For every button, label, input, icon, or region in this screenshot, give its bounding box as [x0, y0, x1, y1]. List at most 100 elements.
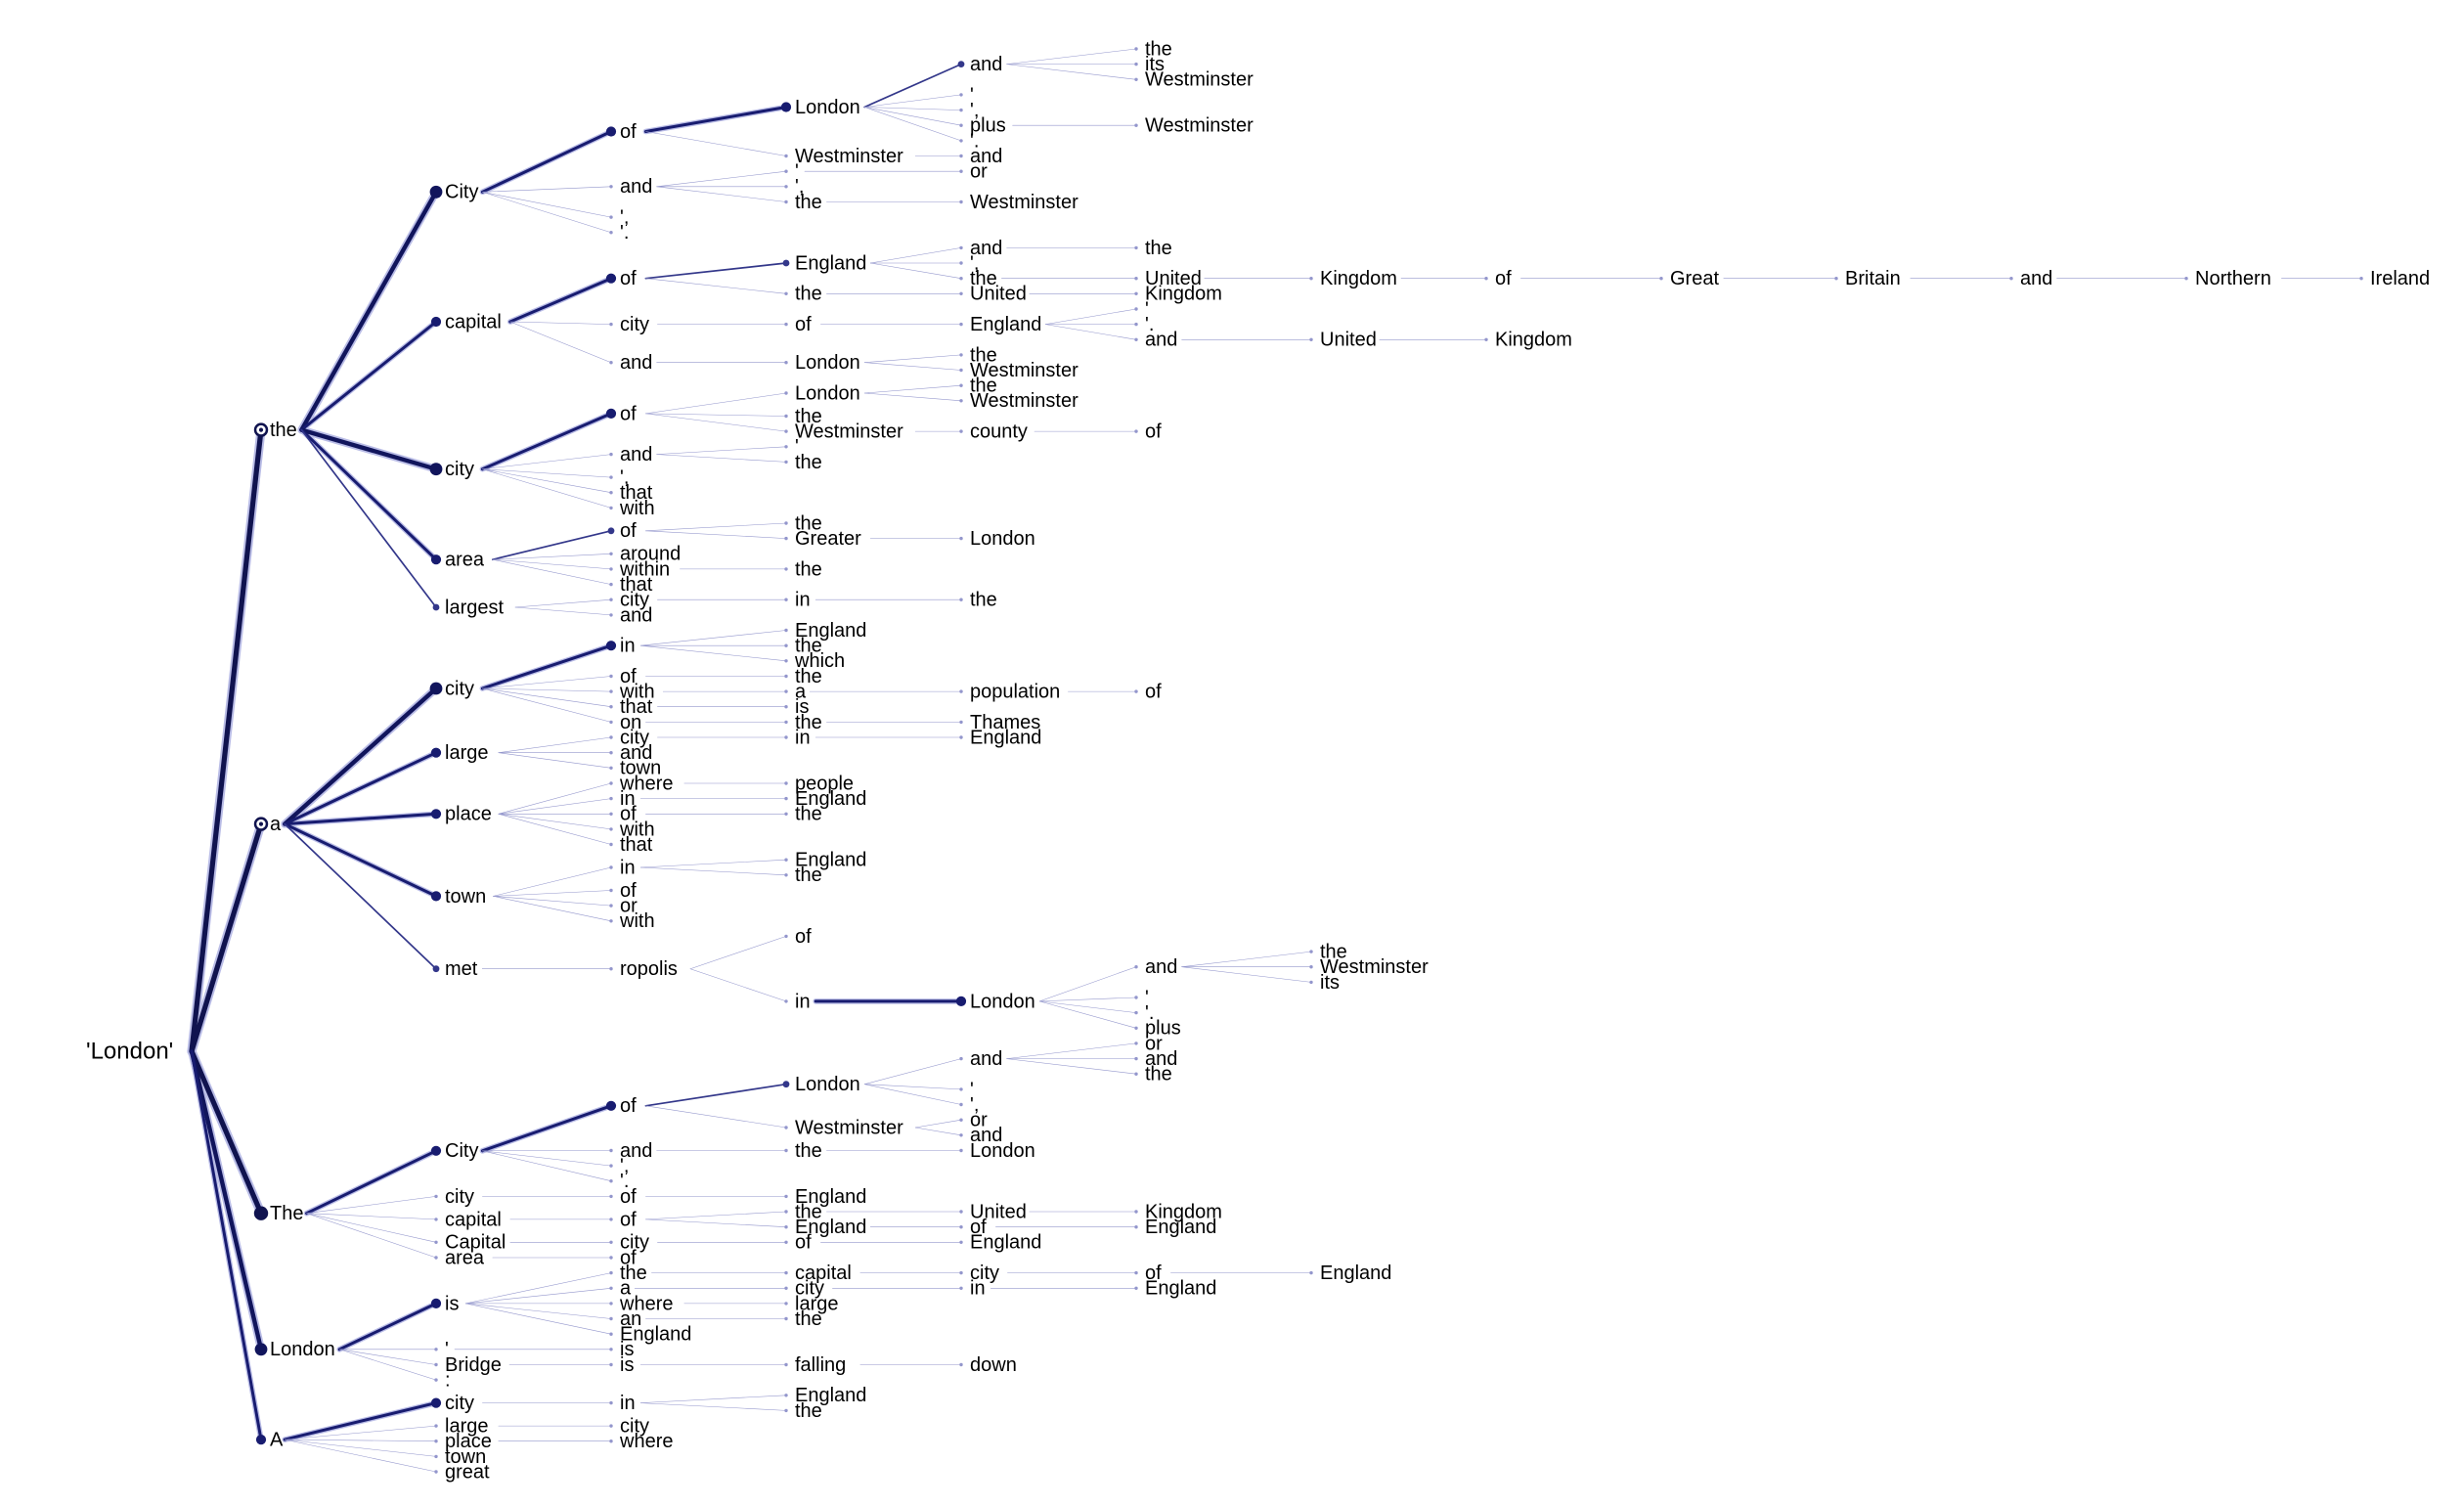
svg-text:capital: capital — [445, 311, 502, 332]
svg-text:the: the — [795, 864, 822, 886]
svg-text:and: and — [620, 352, 652, 374]
svg-text:the: the — [270, 420, 297, 441]
svg-text:of: of — [1495, 268, 1512, 289]
svg-text:great: great — [445, 1461, 490, 1483]
svg-text:in: in — [795, 727, 811, 748]
svg-text:and: and — [1145, 330, 1177, 351]
svg-text:of: of — [620, 121, 637, 143]
svg-text:Northern: Northern — [2195, 268, 2271, 289]
svg-text:Bridge: Bridge — [445, 1354, 502, 1376]
svg-text:falling: falling — [795, 1354, 846, 1376]
svg-text:England: England — [795, 252, 866, 274]
svg-text:ropolis: ropolis — [620, 958, 678, 980]
svg-text:of: of — [795, 926, 812, 948]
svg-text:and: and — [620, 176, 652, 198]
svg-text:largest: largest — [445, 597, 504, 618]
svg-text:of: of — [620, 1095, 637, 1117]
svg-text:England: England — [1145, 1217, 1216, 1238]
svg-text:England: England — [970, 1232, 1041, 1254]
svg-text:England: England — [970, 727, 1041, 748]
svg-text:City: City — [445, 1140, 478, 1162]
svg-text:Greater: Greater — [795, 528, 861, 550]
svg-text:of: of — [620, 1209, 637, 1230]
svg-text:its: its — [1320, 972, 1340, 994]
svg-text:Great: Great — [1670, 268, 1719, 289]
svg-text:the: the — [795, 804, 822, 825]
svg-text:and: and — [2020, 268, 2052, 289]
svg-text:city: city — [445, 459, 474, 480]
svg-text:in: in — [620, 1393, 636, 1414]
svg-text:the: the — [1145, 1064, 1172, 1085]
svg-text:United: United — [1320, 330, 1377, 351]
svg-text:that: that — [620, 834, 653, 856]
svg-text:Kingdom: Kingdom — [1320, 268, 1397, 289]
svg-text:with: with — [619, 910, 655, 932]
svg-text:area: area — [445, 1247, 485, 1268]
svg-text:and: and — [1145, 956, 1177, 978]
svg-text:London: London — [970, 528, 1035, 550]
svg-text:Westminster: Westminster — [970, 192, 1078, 213]
svg-text:is: is — [620, 1354, 634, 1376]
svg-text:the: the — [795, 452, 822, 473]
svg-text:town: town — [445, 886, 486, 908]
svg-text:the: the — [970, 590, 997, 611]
svg-text:and: and — [620, 604, 652, 626]
svg-text:London: London — [970, 1140, 1035, 1162]
svg-text:London: London — [795, 97, 860, 118]
svg-text:Westminster: Westminster — [795, 146, 903, 167]
svg-text:place: place — [445, 804, 492, 825]
svg-text:is: is — [445, 1293, 459, 1314]
svg-text:city: city — [620, 314, 649, 335]
svg-text::: : — [445, 1370, 451, 1392]
svg-text:Britain: Britain — [1845, 268, 1901, 289]
svg-text:the: the — [795, 1140, 822, 1162]
svg-text:City: City — [445, 182, 478, 203]
svg-text:where: where — [619, 1431, 673, 1452]
svg-text:with: with — [619, 498, 655, 519]
svg-text:of: of — [795, 314, 812, 335]
svg-text:The: The — [270, 1203, 303, 1224]
svg-text:Westminster: Westminster — [795, 1117, 903, 1138]
svg-text:of: of — [620, 1186, 637, 1208]
svg-text:city: city — [445, 1186, 474, 1208]
svg-text:area: area — [445, 550, 485, 571]
svg-text:United: United — [970, 284, 1027, 305]
svg-text:A: A — [270, 1430, 284, 1451]
svg-text:population: population — [970, 682, 1060, 703]
svg-text:in: in — [795, 991, 811, 1012]
svg-text:the: the — [795, 284, 822, 305]
svg-text:and: and — [620, 444, 652, 465]
svg-text:and: and — [970, 54, 1002, 75]
svg-text:county: county — [970, 421, 1028, 443]
svg-text:London: London — [270, 1339, 335, 1360]
svg-text:Westminster: Westminster — [970, 390, 1078, 412]
svg-text:the: the — [795, 558, 822, 580]
svg-text:and: and — [970, 1048, 1002, 1070]
svg-text:large: large — [445, 742, 488, 764]
svg-text:'London': 'London' — [86, 1039, 173, 1065]
svg-text:down: down — [970, 1354, 1017, 1376]
svg-text:in: in — [795, 590, 811, 611]
svg-text:in: in — [970, 1278, 986, 1300]
svg-text:a: a — [270, 814, 282, 835]
svg-text:Ireland: Ireland — [2370, 268, 2430, 289]
svg-text:London: London — [795, 382, 860, 404]
svg-text:London: London — [970, 991, 1035, 1012]
svg-text:the: the — [1145, 238, 1172, 259]
svg-text:of: of — [1145, 682, 1162, 703]
svg-text:in: in — [620, 857, 636, 878]
svg-text:England: England — [970, 314, 1041, 335]
svg-text:'.: '. — [620, 222, 629, 244]
svg-text:London: London — [795, 1074, 860, 1095]
svg-text:of: of — [620, 268, 637, 289]
svg-text:of: of — [620, 520, 637, 542]
svg-text:city: city — [445, 678, 474, 699]
svg-text:capital: capital — [445, 1209, 502, 1230]
svg-text:London: London — [795, 352, 860, 374]
svg-text:of: of — [795, 1232, 812, 1254]
svg-text:city: city — [445, 1393, 474, 1414]
svg-text:the: the — [795, 1308, 822, 1330]
svg-text:Kingdom: Kingdom — [1495, 330, 1572, 351]
svg-text:met: met — [445, 958, 478, 980]
svg-text:England: England — [1320, 1262, 1391, 1284]
